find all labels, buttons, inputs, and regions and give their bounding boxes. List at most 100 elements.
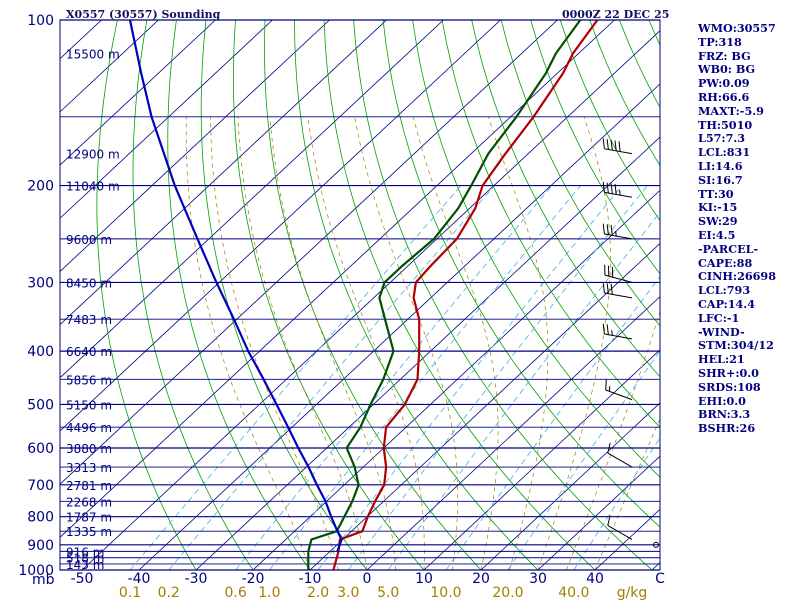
index-item: L57:7.3 — [698, 131, 746, 146]
index-item: WMO:30557 — [698, 21, 776, 35]
index-item: KI:-15 — [698, 200, 738, 215]
height-label: 8450 m — [66, 276, 112, 290]
wind-barb-flag — [602, 282, 605, 294]
wind-barb — [602, 282, 633, 299]
profile-point — [330, 515, 333, 518]
temperature-tick-label: -20 — [242, 571, 265, 587]
height-label: 2268 m — [66, 495, 112, 509]
wind-barb-flag — [610, 139, 613, 151]
height-label: 143 m — [66, 558, 104, 572]
pressure-tick-label: 700 — [27, 478, 54, 494]
mixing-ratio-line — [445, 275, 660, 570]
wind-barb — [604, 264, 633, 283]
pressure-tick-label: 1000 — [18, 563, 54, 579]
profile-point — [487, 152, 490, 155]
wind-barb-flag — [606, 283, 609, 294]
index-item: TT:30 — [698, 186, 734, 201]
profile-point — [150, 116, 153, 118]
profile-point — [310, 538, 313, 541]
profile-point — [287, 426, 289, 429]
moist-adiabat-line — [237, 116, 368, 570]
wind-barb-shaft — [604, 292, 633, 299]
wind-barb-flag — [610, 224, 613, 236]
height-label: 11040 m — [66, 180, 120, 194]
mixing-ratio-line — [168, 185, 495, 570]
profile-point — [433, 238, 435, 240]
wind-barb-shaft — [607, 452, 633, 468]
height-label: 2781 m — [66, 479, 112, 493]
wind-barb-calm — [653, 541, 659, 548]
mixing-ratio-unit-label: g/kg — [617, 585, 648, 600]
profile-point — [456, 238, 458, 240]
pressure-unit-label: mb — [32, 572, 55, 588]
dry-adiabat-line — [796, 20, 800, 570]
profile-point — [378, 297, 381, 299]
index-item: HEL:21 — [698, 352, 745, 367]
wind-barb-half-flag — [615, 230, 617, 237]
mixing-ratio-label: 40.0 — [558, 585, 589, 600]
height-label: 5856 m — [66, 373, 112, 387]
isotherm-line — [537, 455, 660, 570]
index-item: STM:304/12 — [698, 338, 774, 353]
wind-barb-shaft — [604, 333, 633, 340]
wind-barb-flag — [610, 283, 613, 295]
temperature-tick-label: -50 — [71, 571, 94, 587]
temperature-tick-label: 30 — [529, 571, 547, 587]
profile-point — [383, 281, 386, 284]
profile-point — [562, 72, 564, 75]
profile-point — [359, 426, 362, 429]
profile-point — [416, 378, 419, 381]
height-label: 3313 m — [66, 461, 112, 475]
wind-barb — [605, 379, 633, 401]
profile-point — [401, 265, 404, 267]
plot-frame — [59, 19, 661, 571]
profile-point — [215, 281, 218, 284]
pressure-tick-label: 100 — [27, 13, 54, 29]
index-item: LCL:831 — [698, 145, 751, 160]
profile-point — [384, 318, 386, 321]
pressure-tick-label: 500 — [27, 397, 54, 413]
isotherm-line — [81, 30, 660, 570]
temperature-tick-label: 0 — [363, 571, 372, 587]
index-item: BSHR:26 — [698, 421, 756, 436]
height-label: 12900 m — [66, 148, 120, 162]
profile-point — [353, 466, 356, 468]
profile-point — [457, 207, 460, 210]
wind-barb-flag — [606, 324, 609, 335]
mixing-ratio-label: 20.0 — [492, 585, 523, 600]
profile-point — [418, 318, 421, 321]
index-item: FRZ: BG — [698, 48, 751, 63]
profile-point — [233, 318, 235, 321]
wind-barb-shaft — [604, 148, 633, 155]
moist-adiabat-line — [269, 116, 396, 570]
moist-adiabat-line — [488, 116, 549, 570]
isotherm-line — [423, 349, 660, 570]
index-item: SI:16.7 — [698, 172, 743, 187]
mixing-ratio-label: 10.0 — [430, 585, 461, 600]
wind-barb — [602, 323, 633, 340]
mixing-ratio-label: 3.0 — [337, 585, 359, 600]
profile-point — [383, 484, 386, 486]
moist-adiabat-line — [210, 116, 339, 570]
height-label: 1787 m — [66, 511, 112, 525]
mixing-ratio-label: 0.2 — [158, 585, 180, 600]
index-item: EHI:0.0 — [698, 393, 746, 408]
wind-barb — [602, 138, 633, 155]
mixing-ratio-line — [507, 350, 660, 570]
profile-point — [343, 515, 346, 518]
wind-barb — [653, 541, 659, 548]
temperature-tick-label: C — [655, 571, 665, 587]
mixing-ratio-line — [235, 185, 553, 570]
profile-point — [345, 447, 348, 449]
wind-barb — [602, 181, 633, 198]
pressure-tick-label: 800 — [27, 510, 54, 526]
pressure-tick-label: 200 — [27, 179, 54, 195]
wind-barb-half-flag — [611, 330, 613, 336]
isotherm-line — [252, 189, 660, 570]
height-label: 4496 m — [66, 421, 112, 435]
wind-barb-flag — [614, 140, 617, 151]
temperature-tick-label: 20 — [472, 571, 490, 587]
temperature-tick-label: 10 — [415, 571, 433, 587]
index-item: -WIND- — [698, 324, 745, 339]
profile-point — [140, 72, 142, 75]
